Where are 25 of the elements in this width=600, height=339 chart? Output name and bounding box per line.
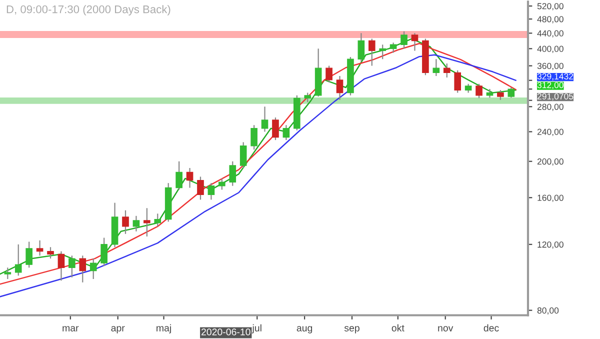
y-tick-label: 400,00: [537, 46, 564, 53]
x-tick-label: jul: [252, 324, 262, 334]
y-tick-label: 120,00: [538, 241, 564, 249]
y-tick-label: 360,00: [537, 62, 564, 70]
y-tick-label: 291,0705: [537, 93, 574, 100]
y-tick-label: 440,00: [537, 30, 564, 38]
x-tick-label: sep: [344, 326, 360, 334]
text: 2020-06-10: [201, 328, 250, 336]
x-tick-label: nov: [438, 326, 454, 332]
x-tick-label: aug: [296, 326, 312, 334]
x-tick-label: apr: [111, 326, 125, 334]
y-tick-label: 80,00: [537, 307, 559, 315]
y-tick-label: 312,00: [537, 82, 564, 90]
x-tick-label: maj: [156, 324, 171, 334]
y-tick-label: 240,00: [537, 128, 564, 136]
y-tick-label: 200,00: [537, 158, 564, 166]
y-tick-label: 480,00: [537, 16, 564, 24]
y-tick-label: 160,00: [538, 194, 564, 202]
x-tick-label: mar: [62, 326, 79, 332]
y-tick-label: 329,1432: [537, 73, 574, 80]
x-tick-label: dec: [484, 324, 499, 332]
chart-title: D, 09:00-17:30 (2000 Days Back): [6, 5, 170, 16]
y-tick-label: 520,00: [537, 3, 564, 10]
y-tick-label: 280,00: [537, 104, 564, 111]
x-tick-label: okt: [392, 324, 404, 332]
